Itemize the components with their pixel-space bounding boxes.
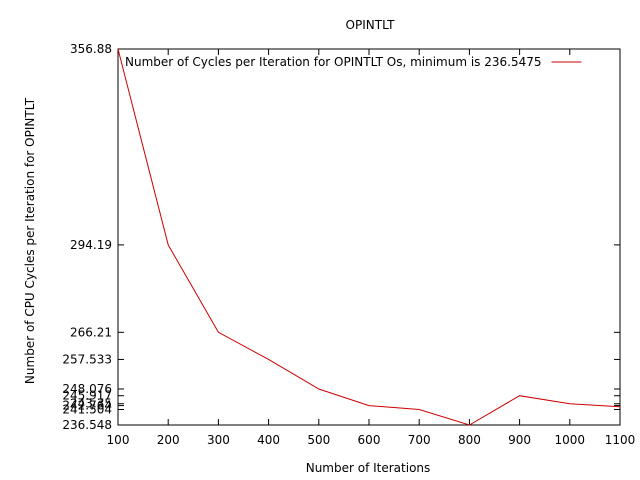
chart-title: OPINTLT <box>346 18 396 32</box>
y-tick-label: 257.533 <box>62 352 112 366</box>
x-tick-label: 700 <box>408 433 431 447</box>
x-tick-label: 500 <box>307 433 330 447</box>
y-axis-label: Number of CPU Cycles per Iteration for O… <box>23 97 37 384</box>
y-tick-label: 243.35 <box>70 397 112 411</box>
x-axis: 100 200 300 400 500 600 700 800 900 1000 1100 <box>107 49 636 447</box>
x-tick-label: 800 <box>458 433 481 447</box>
x-tick-label: 300 <box>207 433 230 447</box>
x-tick-label: 1000 <box>555 433 586 447</box>
y-tick-label: 294.19 <box>70 238 112 252</box>
series-layer <box>117 48 621 426</box>
x-tick-label: 600 <box>358 433 381 447</box>
y-tick-label: 241.504 <box>62 403 112 417</box>
x-tick-label: 1100 <box>605 433 636 447</box>
x-tick-label: 400 <box>257 433 280 447</box>
y-tick-label: 266.21 <box>70 325 112 339</box>
y-tick-label: 236.548 <box>62 418 112 432</box>
x-tick-label: 100 <box>107 433 130 447</box>
y-tick-label: 356.88 <box>70 42 112 56</box>
y-tick-label: 242.764 <box>62 399 112 413</box>
plot-area-frame <box>117 48 621 426</box>
y-axis: 356.88294.19266.21257.533248.076245.9172… <box>62 42 620 432</box>
series-line <box>117 48 621 426</box>
x-tick-label: 900 <box>508 433 531 447</box>
legend-label: Number of Cycles per Iteration for OPINT… <box>125 55 542 69</box>
y-tick-label: 248.076 <box>62 382 112 396</box>
y-tick-label: 245.917 <box>62 389 112 403</box>
x-axis-label: Number of Iterations <box>306 461 431 475</box>
x-tick-label: 200 <box>157 433 180 447</box>
